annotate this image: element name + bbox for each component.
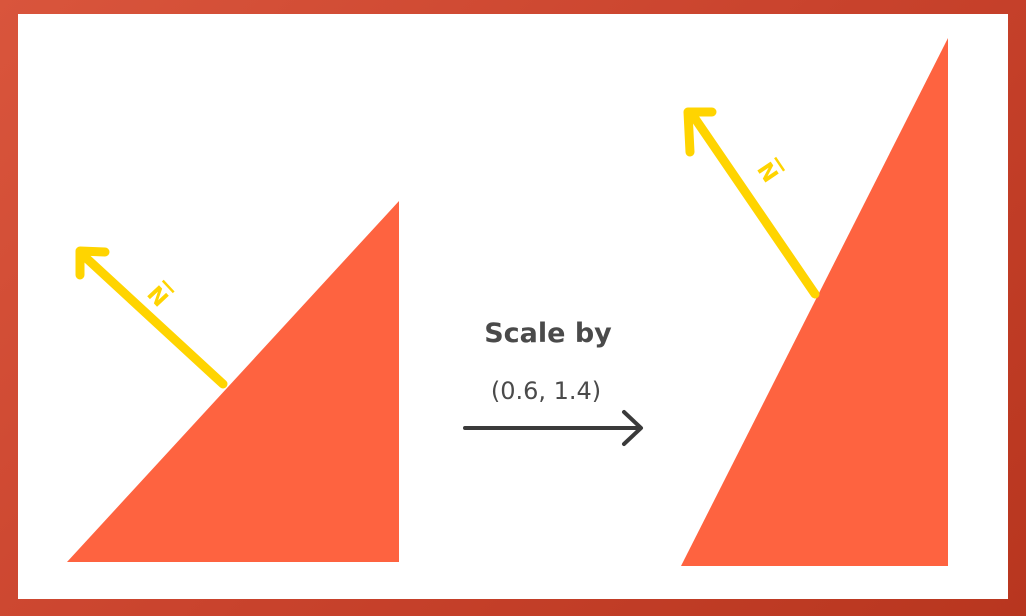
original-triangle xyxy=(67,201,399,562)
original-normal-vector: N xyxy=(75,246,228,389)
transform-arrow xyxy=(463,410,643,446)
transform-caption: Scale by xyxy=(484,318,612,349)
scaled-normal-label: N xyxy=(751,156,786,187)
scaled-normal-vector: N xyxy=(683,107,820,299)
transform-factor: (0.6, 1.4) xyxy=(491,377,601,405)
scaled-triangle xyxy=(681,38,948,566)
